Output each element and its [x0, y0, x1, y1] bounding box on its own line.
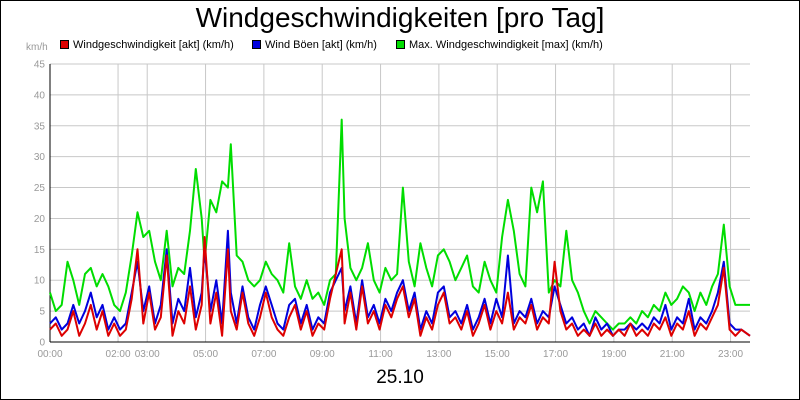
- x-tick-label: 15:00: [485, 349, 510, 360]
- x-tick-label: 03:00: [135, 349, 160, 360]
- y-tick-label: 30: [34, 152, 46, 163]
- x-tick-label: 02:00: [106, 349, 131, 360]
- legend-label-gusts: Wind Böen [akt] (km/h): [265, 39, 377, 51]
- legend-item-max-wind: Max. Windgeschwindigkeit [max] (km/h): [396, 38, 603, 52]
- x-tick-label: 17:00: [543, 349, 568, 360]
- x-tick-label: 07:00: [251, 349, 276, 360]
- y-tick-label: 45: [34, 60, 46, 71]
- x-tick-label: 21:00: [660, 349, 685, 360]
- x-tick-label: 19:00: [601, 349, 626, 360]
- legend-swatch-gusts: [252, 39, 261, 49]
- x-tick-label: 05:00: [193, 349, 218, 360]
- legend-label-wind-speed: Windgeschwindigkeit [akt] (km/h): [73, 39, 234, 51]
- legend-item-wind-speed: Windgeschwindigkeit [akt] (km/h): [60, 38, 234, 52]
- y-axis-unit: km/h: [26, 42, 48, 53]
- y-tick-label: 15: [34, 245, 46, 256]
- x-tick-label: 11:00: [368, 349, 393, 360]
- x-tick-label: 13:00: [426, 349, 451, 360]
- y-tick-label: 0: [39, 338, 45, 349]
- y-tick-label: 40: [34, 90, 46, 101]
- x-tick-label: 00:00: [37, 349, 62, 360]
- legend-swatch-wind-speed: [60, 39, 69, 49]
- legend-item-gusts: Wind Böen [akt] (km/h): [252, 38, 377, 52]
- series-line-max-wind: [49, 118, 750, 331]
- y-tick-label: 25: [34, 183, 46, 194]
- y-tick-label: 5: [39, 307, 45, 318]
- y-tick-label: 35: [34, 121, 46, 132]
- chart-title: Windgeschwindigkeiten [pro Tag]: [195, 2, 605, 33]
- x-tick-label: 23:00: [718, 349, 743, 360]
- date-label: 25.10: [376, 367, 424, 388]
- series-line-wind-speed: [49, 236, 751, 337]
- legend-label-max-wind: Max. Windgeschwindigkeit [max] (km/h): [409, 39, 603, 51]
- y-tick-label: 20: [34, 214, 46, 225]
- y-tick-label: 10: [34, 276, 46, 287]
- plot-area: [50, 64, 750, 342]
- legend-swatch-max-wind: [396, 39, 405, 49]
- x-tick-label: 09:00: [310, 349, 335, 360]
